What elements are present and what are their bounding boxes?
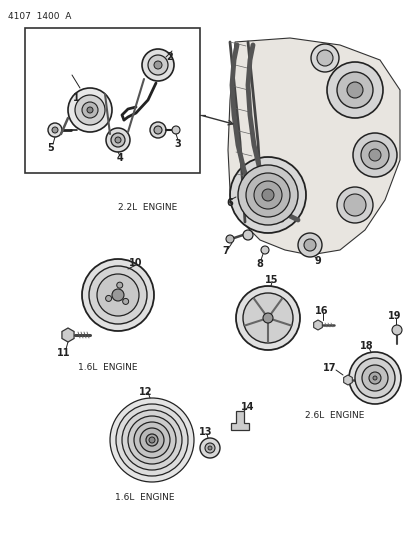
Text: 6: 6 bbox=[226, 198, 233, 208]
Text: 13: 13 bbox=[199, 427, 213, 437]
Polygon shape bbox=[231, 411, 249, 430]
Text: 15: 15 bbox=[265, 275, 279, 285]
Circle shape bbox=[344, 194, 366, 216]
Circle shape bbox=[82, 102, 98, 118]
Text: 19: 19 bbox=[388, 311, 402, 321]
Circle shape bbox=[87, 107, 93, 113]
Circle shape bbox=[311, 44, 339, 72]
Circle shape bbox=[355, 358, 395, 398]
Polygon shape bbox=[314, 320, 322, 330]
Circle shape bbox=[106, 128, 130, 152]
Circle shape bbox=[347, 82, 363, 98]
Text: 8: 8 bbox=[257, 259, 264, 269]
Circle shape bbox=[134, 422, 170, 458]
Circle shape bbox=[122, 410, 182, 470]
Circle shape bbox=[140, 428, 164, 452]
Circle shape bbox=[327, 62, 383, 118]
Circle shape bbox=[150, 122, 166, 138]
Circle shape bbox=[205, 443, 215, 453]
Circle shape bbox=[110, 398, 194, 482]
Circle shape bbox=[243, 293, 293, 343]
Circle shape bbox=[317, 50, 333, 66]
Circle shape bbox=[200, 438, 220, 458]
Circle shape bbox=[208, 446, 212, 450]
Circle shape bbox=[75, 95, 105, 125]
Text: 9: 9 bbox=[315, 256, 322, 266]
Circle shape bbox=[304, 239, 316, 251]
Text: 3: 3 bbox=[175, 139, 182, 149]
Circle shape bbox=[246, 173, 290, 217]
Text: 1.6L  ENGINE: 1.6L ENGINE bbox=[78, 364, 137, 373]
Text: 12: 12 bbox=[139, 387, 153, 397]
Circle shape bbox=[48, 123, 62, 137]
Circle shape bbox=[115, 137, 121, 143]
Text: 4107  1400  A: 4107 1400 A bbox=[8, 12, 71, 21]
Circle shape bbox=[82, 259, 154, 331]
Polygon shape bbox=[228, 38, 400, 255]
Circle shape bbox=[154, 61, 162, 69]
Text: 18: 18 bbox=[360, 341, 374, 351]
Circle shape bbox=[142, 49, 174, 81]
Circle shape bbox=[337, 187, 373, 223]
Circle shape bbox=[243, 230, 253, 240]
Circle shape bbox=[123, 298, 129, 304]
Text: 5: 5 bbox=[48, 143, 54, 153]
Circle shape bbox=[392, 325, 402, 335]
Polygon shape bbox=[62, 328, 74, 342]
Circle shape bbox=[149, 437, 155, 443]
Circle shape bbox=[236, 286, 300, 350]
Circle shape bbox=[226, 235, 234, 243]
Circle shape bbox=[172, 126, 180, 134]
Text: 2: 2 bbox=[166, 52, 173, 62]
Circle shape bbox=[146, 434, 158, 446]
Text: 11: 11 bbox=[57, 348, 71, 358]
Circle shape bbox=[117, 282, 123, 288]
Circle shape bbox=[349, 352, 401, 404]
Circle shape bbox=[148, 55, 168, 75]
Circle shape bbox=[361, 141, 389, 169]
Circle shape bbox=[369, 149, 381, 161]
Circle shape bbox=[52, 127, 58, 133]
Bar bbox=[25, 28, 200, 173]
Circle shape bbox=[262, 189, 274, 201]
Circle shape bbox=[89, 266, 147, 324]
Circle shape bbox=[111, 133, 125, 147]
Circle shape bbox=[154, 126, 162, 134]
Text: 1.6L  ENGINE: 1.6L ENGINE bbox=[115, 494, 175, 503]
Text: 2.6L  ENGINE: 2.6L ENGINE bbox=[305, 410, 364, 419]
Text: 16: 16 bbox=[315, 306, 329, 316]
Circle shape bbox=[369, 372, 381, 384]
Circle shape bbox=[106, 295, 112, 302]
Circle shape bbox=[68, 88, 112, 132]
Circle shape bbox=[254, 181, 282, 209]
Circle shape bbox=[373, 376, 377, 380]
Circle shape bbox=[261, 246, 269, 254]
Text: 1: 1 bbox=[73, 93, 80, 103]
Text: 14: 14 bbox=[241, 402, 255, 412]
Circle shape bbox=[116, 404, 188, 476]
Text: 10: 10 bbox=[129, 258, 143, 268]
Circle shape bbox=[263, 313, 273, 323]
Text: 17: 17 bbox=[323, 363, 337, 373]
Circle shape bbox=[362, 365, 388, 391]
Circle shape bbox=[97, 274, 139, 316]
Circle shape bbox=[353, 133, 397, 177]
Circle shape bbox=[112, 289, 124, 301]
Circle shape bbox=[230, 157, 306, 233]
Circle shape bbox=[128, 416, 176, 464]
Circle shape bbox=[337, 72, 373, 108]
Circle shape bbox=[238, 165, 298, 225]
Text: 4: 4 bbox=[117, 153, 123, 163]
Circle shape bbox=[298, 233, 322, 257]
Text: 2.2L  ENGINE: 2.2L ENGINE bbox=[118, 204, 177, 213]
Text: 7: 7 bbox=[223, 246, 229, 256]
Polygon shape bbox=[344, 375, 353, 385]
